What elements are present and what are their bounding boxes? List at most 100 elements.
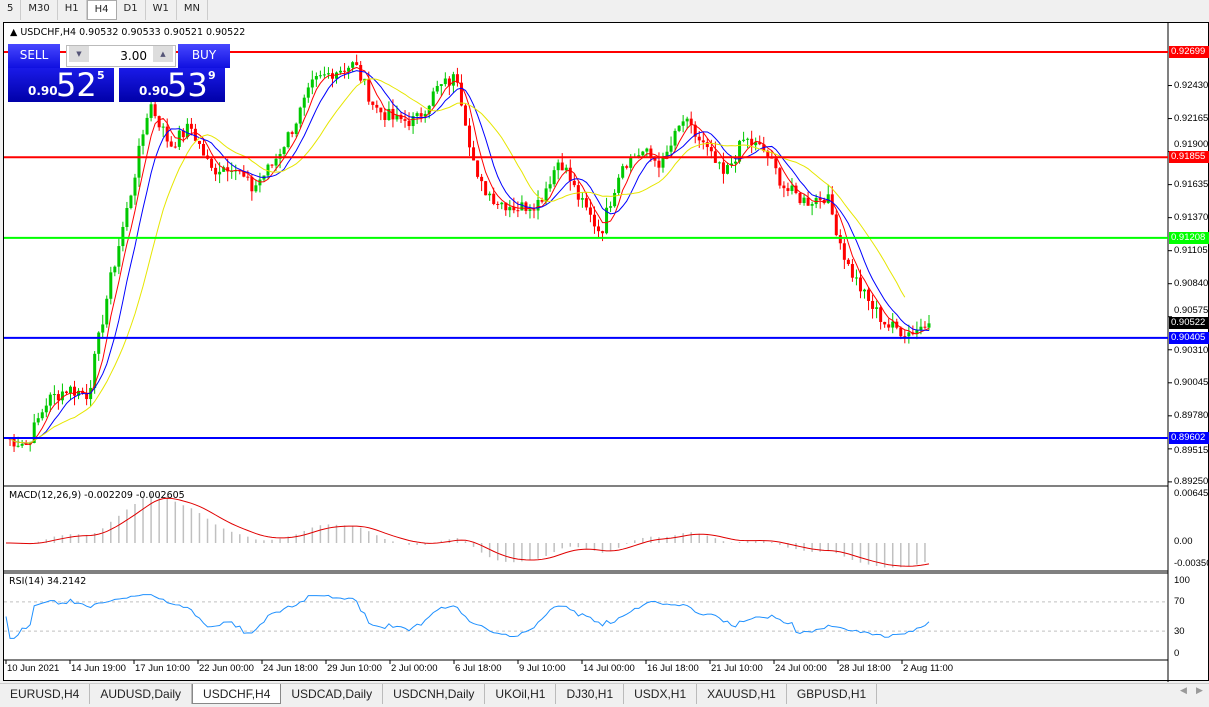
level-price-tag[interactable]: 0.92699: [1169, 46, 1209, 58]
sell-price[interactable]: 0.90 52 5: [8, 66, 114, 104]
candle-body: [721, 162, 725, 174]
candle-body: [218, 171, 222, 175]
lot-increase-icon[interactable]: ▲: [153, 46, 173, 62]
candle-body: [689, 118, 693, 125]
candle-body: [830, 194, 834, 215]
timeframe-5[interactable]: 5: [0, 0, 22, 20]
buy-price[interactable]: 0.90 53 9: [119, 66, 225, 104]
candle-body: [790, 185, 794, 191]
candle-body: [673, 130, 677, 146]
candle-body: [476, 160, 480, 177]
macd-signal-line: [5, 497, 930, 567]
candle-body: [117, 246, 121, 267]
timeframe-H1[interactable]: H1: [58, 0, 87, 20]
candle-body: [858, 277, 862, 292]
candle-body: [210, 158, 214, 168]
candle-body: [270, 164, 274, 166]
level-price-tag[interactable]: 0.91855: [1169, 151, 1209, 164]
symbol-tab[interactable]: XAUUSD,H1: [697, 684, 787, 704]
price-axis-label: 0.91370: [1174, 212, 1209, 224]
symbol-tab[interactable]: UKOil,H1: [485, 684, 557, 704]
level-price-tag[interactable]: 0.89602: [1169, 432, 1209, 444]
symbol-tab[interactable]: USDCAD,Daily: [281, 684, 384, 704]
candle-body: [621, 166, 625, 178]
candle-body: [387, 108, 391, 120]
timeframe-M30[interactable]: M30: [21, 0, 58, 20]
candle-body: [697, 136, 701, 141]
candle-body: [157, 116, 161, 128]
candle-body: [520, 202, 524, 211]
candle-body: [838, 235, 842, 244]
candle-body: [431, 91, 435, 106]
candle-body: [693, 124, 697, 137]
candle-body: [73, 386, 77, 396]
timeframe-H4[interactable]: H4: [86, 0, 117, 20]
symbol-tab[interactable]: USDCHF,H4: [192, 684, 282, 704]
candle-body: [254, 185, 258, 192]
candle-body: [197, 140, 201, 144]
lot-decrease-icon[interactable]: ▼: [69, 46, 89, 62]
candle-body: [472, 147, 476, 161]
candle-body: [129, 195, 133, 209]
candle-body: [879, 307, 883, 322]
candle-body: [306, 87, 310, 98]
buy-button[interactable]: BUY: [178, 44, 230, 68]
candle-body: [560, 162, 564, 171]
symbol-tab[interactable]: USDCNH,Daily: [383, 684, 486, 704]
candle-body: [28, 442, 32, 445]
candle-body: [246, 176, 250, 178]
candle-body: [145, 117, 149, 135]
candle-body: [750, 138, 754, 146]
chart-canvas[interactable]: [4, 23, 1209, 682]
tab-scroll-right-icon[interactable]: ▶: [1196, 686, 1203, 696]
level-price-tag[interactable]: 0.91208: [1169, 231, 1209, 244]
timeframe-MN[interactable]: MN: [177, 0, 208, 20]
symbol-tab[interactable]: EURUSD,H4: [0, 684, 91, 704]
candle-body: [580, 198, 584, 200]
lot-size-input[interactable]: 3.00: [66, 45, 176, 67]
chart-window[interactable]: ▲ USDCHF,H4 0.90532 0.90533 0.90521 0.90…: [3, 22, 1209, 682]
sell-button[interactable]: SELL: [8, 44, 60, 68]
candle-body: [375, 104, 379, 108]
current-price-tag: 0.90522: [1169, 317, 1209, 330]
candle-body: [536, 199, 540, 211]
candle-body: [77, 390, 81, 396]
candle-body: [504, 202, 508, 211]
time-axis-label: 29 Jun 10:00: [327, 663, 382, 674]
candle-body: [649, 148, 653, 157]
candle-body: [806, 197, 810, 206]
candle-body: [193, 128, 197, 141]
symbol-tab[interactable]: USDX,H1: [624, 684, 698, 704]
candle-body: [242, 171, 246, 177]
timeframe-W1[interactable]: W1: [146, 0, 177, 20]
timeframe-D1[interactable]: D1: [117, 0, 146, 20]
candle-body: [214, 167, 218, 175]
price-axis-label: 0.90840: [1174, 278, 1209, 290]
candle-body: [512, 207, 516, 211]
candle-body: [891, 321, 895, 328]
candle-body: [818, 197, 822, 200]
symbol-tab[interactable]: GBPUSD,H1: [787, 684, 878, 704]
buy-price-prefix: 0.90: [139, 84, 169, 98]
time-axis-label: 2 Aug 11:00: [903, 663, 954, 674]
time-axis-label: 6 Jul 18:00: [455, 663, 502, 674]
buy-price-main: 53: [167, 66, 208, 104]
candle-body: [133, 177, 137, 196]
candle-body: [725, 165, 729, 174]
macd-label: MACD(12,26,9) -0.002209 -0.002605: [9, 490, 185, 501]
candle-body: [185, 123, 189, 138]
candle-body: [738, 140, 742, 162]
symbol-tab[interactable]: DJ30,H1: [556, 684, 625, 704]
tab-scroll-left-icon[interactable]: ◀: [1180, 686, 1187, 696]
symbol-tab[interactable]: AUDUSD,Daily: [90, 684, 193, 704]
level-price-tag[interactable]: 0.90405: [1169, 331, 1209, 344]
candle-body: [810, 204, 814, 206]
candle-body: [508, 207, 512, 211]
candle-body: [871, 300, 875, 309]
price-axis-label: 0.90310: [1174, 344, 1209, 356]
candle-body: [705, 142, 709, 148]
candle-body: [286, 132, 290, 148]
candle-body: [867, 289, 871, 301]
candle-body: [528, 209, 532, 211]
candle-body: [351, 62, 355, 68]
